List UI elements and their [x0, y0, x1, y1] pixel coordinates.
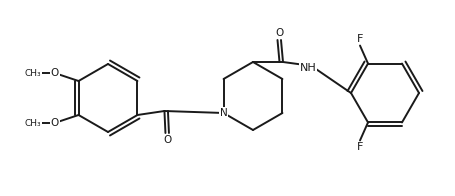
Text: NH: NH: [300, 63, 316, 73]
Text: F: F: [357, 142, 363, 152]
Text: CH₃: CH₃: [24, 119, 41, 128]
Text: CH₃: CH₃: [24, 68, 41, 77]
Text: O: O: [51, 68, 59, 78]
Text: F: F: [357, 34, 363, 44]
Text: O: O: [51, 118, 59, 128]
Text: O: O: [275, 28, 283, 38]
Text: O: O: [163, 135, 172, 145]
Text: N: N: [220, 108, 228, 118]
